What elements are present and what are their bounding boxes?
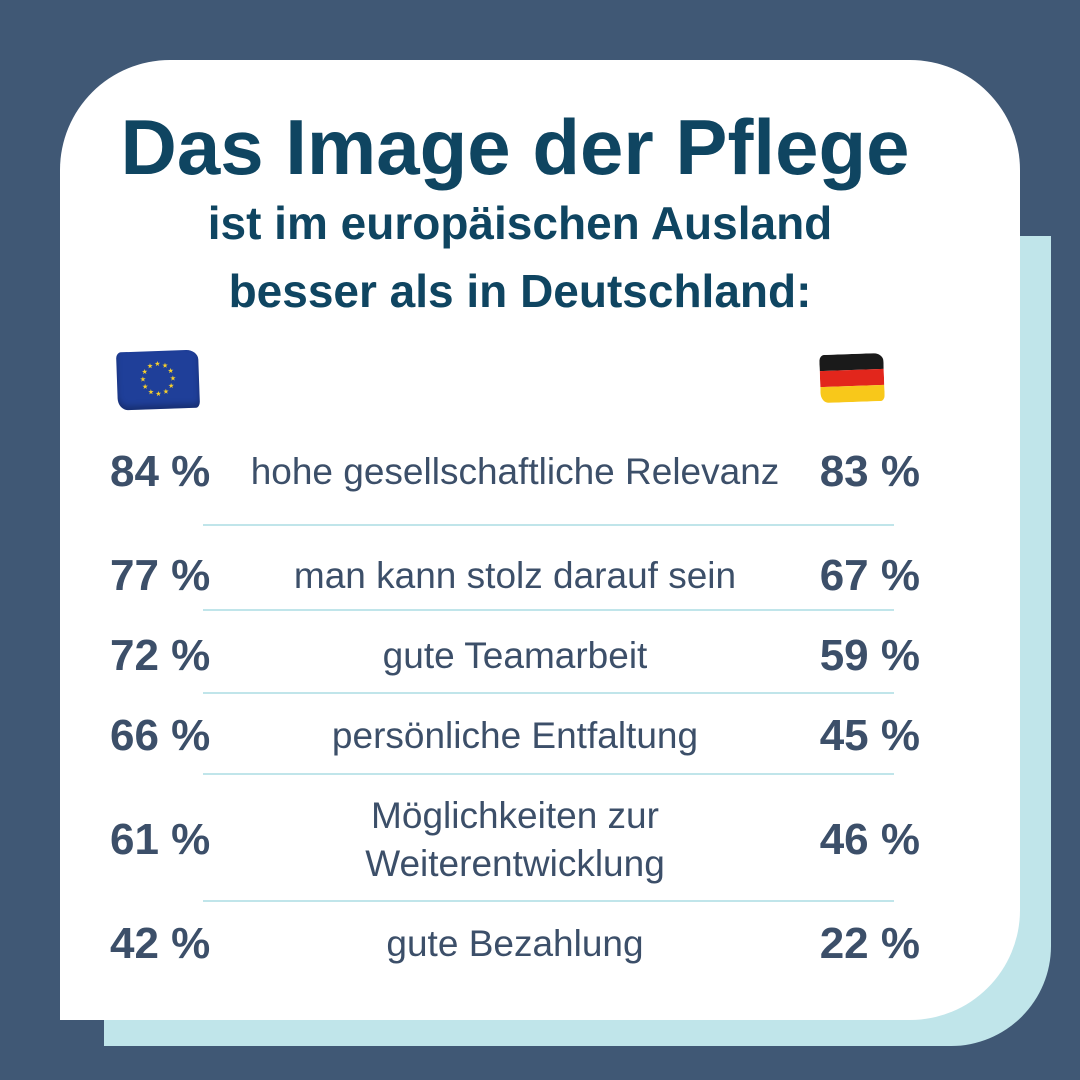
- row-label: man kann stolz darauf sein: [293, 554, 737, 596]
- table-row: 61 % Möglichkeiten zur Weiterentwicklung…: [110, 790, 920, 890]
- svg-text:★: ★: [147, 362, 154, 370]
- de-value: 59 %: [819, 631, 920, 680]
- eu-value: 84 %: [110, 447, 211, 496]
- row-divider: [203, 524, 894, 526]
- svg-text:★: ★: [163, 388, 170, 396]
- de-value: 67 %: [819, 551, 920, 600]
- de-value: 45 %: [819, 711, 920, 760]
- svg-text:★: ★: [148, 388, 155, 396]
- subtitle-highlight-europe: europäischen Ausland: [336, 197, 842, 252]
- row-label: Möglichkeiten zur Weiterentwicklung: [365, 794, 665, 884]
- svg-text:★: ★: [168, 382, 175, 390]
- subtitle-highlight-germany: Deutschland:: [516, 265, 822, 320]
- row-divider: [203, 773, 894, 775]
- subtitle-line-1-prefix: ist im: [207, 197, 341, 249]
- eu-value: 61 %: [110, 815, 211, 864]
- table-row: 84 % hohe gesellschaftliche Relevanz 83 …: [110, 422, 920, 522]
- svg-text:★: ★: [155, 390, 162, 398]
- card: [60, 60, 1020, 1020]
- svg-text:★: ★: [162, 362, 169, 370]
- eu-value: 42 %: [110, 919, 211, 968]
- eu-stars: ★ ★ ★ ★ ★ ★ ★ ★ ★ ★ ★ ★: [140, 360, 177, 398]
- eu-value: 72 %: [110, 631, 211, 680]
- germany-flag-gold-stripe: [820, 384, 885, 404]
- de-value: 83 %: [819, 447, 920, 496]
- subtitle-highlight-germany-text: Deutschland:: [520, 265, 812, 317]
- table-row: 77 % man kann stolz darauf sein 67 %: [110, 546, 920, 606]
- subtitle-line-2-prefix: besser als in: [228, 265, 521, 317]
- eu-value: 66 %: [110, 711, 211, 760]
- page-title: Das Image der Pflege: [120, 103, 910, 191]
- row-label: hohe gesellschaftliche Relevanz: [250, 450, 780, 492]
- row-label: gute Teamarbeit: [382, 634, 648, 676]
- subtitle-line-2: besser als in Deutschland:: [0, 265, 1040, 320]
- subtitle-line-1: ist im europäischen Ausland: [0, 197, 1040, 252]
- svg-text:★: ★: [141, 368, 148, 376]
- svg-text:★: ★: [167, 367, 174, 375]
- row-divider: [203, 900, 894, 902]
- svg-text:★: ★: [142, 383, 149, 391]
- row-label: persönliche Entfaltung: [331, 714, 699, 756]
- row-label: gute Bezahlung: [386, 922, 644, 964]
- de-value: 46 %: [819, 815, 920, 864]
- germany-flag-icon: [819, 352, 885, 404]
- svg-text:★: ★: [170, 374, 177, 382]
- subtitle-highlight-europe-text: europäischen Ausland: [340, 197, 833, 249]
- svg-text:★: ★: [140, 375, 147, 383]
- eu-value: 77 %: [110, 551, 211, 600]
- eu-flag-icon: ★ ★ ★ ★ ★ ★ ★ ★ ★ ★ ★ ★: [116, 349, 200, 411]
- table-row: 42 % gute Bezahlung 22 %: [110, 914, 920, 974]
- row-divider: [203, 609, 894, 611]
- svg-text:★: ★: [154, 360, 161, 368]
- table-row: 66 % persönliche Entfaltung 45 %: [110, 706, 920, 766]
- de-value: 22 %: [819, 919, 920, 968]
- row-divider: [203, 692, 894, 694]
- table-row: 72 % gute Teamarbeit 59 %: [110, 626, 920, 686]
